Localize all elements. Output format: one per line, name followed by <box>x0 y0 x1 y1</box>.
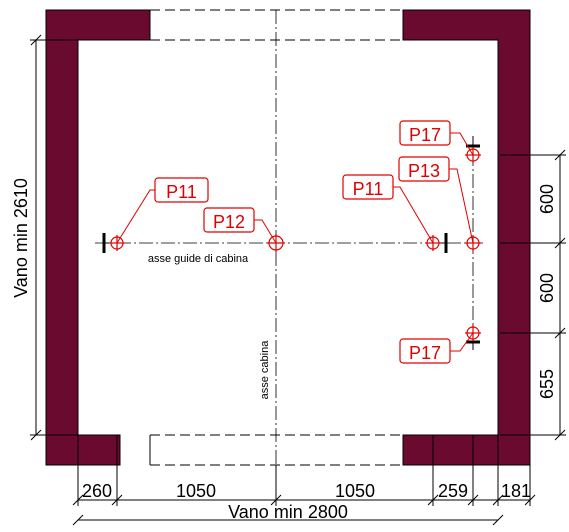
vertical-total-dimension: Vano min 2610 <box>11 178 31 298</box>
bottom-dimensions <box>72 435 536 526</box>
p13-label: P13 <box>408 161 440 181</box>
tag-boxes <box>154 120 451 364</box>
door-openings <box>149 9 404 466</box>
right-dimensions <box>500 149 566 441</box>
p11-left-label: P11 <box>166 182 197 202</box>
right-middle-dimension: 600 <box>537 273 557 303</box>
bottom-right-outer-dimension: 181 <box>501 481 531 501</box>
p17-top-label: P17 <box>409 125 441 145</box>
wall-left <box>45 9 151 466</box>
guide-axis-label: asse guide di cabina <box>148 253 249 265</box>
right-lower-dimension: 655 <box>537 369 557 399</box>
tag-labels: P11 P12 P11 P13 P17 P17 <box>166 125 441 363</box>
leader-lines <box>116 132 474 352</box>
bottom-right-inner-dimension: 259 <box>438 481 468 501</box>
right-upper-dimension: 600 <box>537 184 557 214</box>
car-axis-label: asse cabina <box>259 340 271 400</box>
bottom-center-right-dimension: 1050 <box>335 481 375 501</box>
left-dimension <box>30 34 78 441</box>
bottom-center-left-dimension: 1050 <box>176 481 216 501</box>
p17-bottom-label: P17 <box>409 343 441 363</box>
wall-right <box>402 9 531 466</box>
p12-label: P12 <box>213 212 245 232</box>
bottom-left-dimension: 260 <box>82 481 112 501</box>
p11-right-label: P11 <box>353 179 384 199</box>
horizontal-total-dimension: Vano min 2800 <box>228 502 348 522</box>
